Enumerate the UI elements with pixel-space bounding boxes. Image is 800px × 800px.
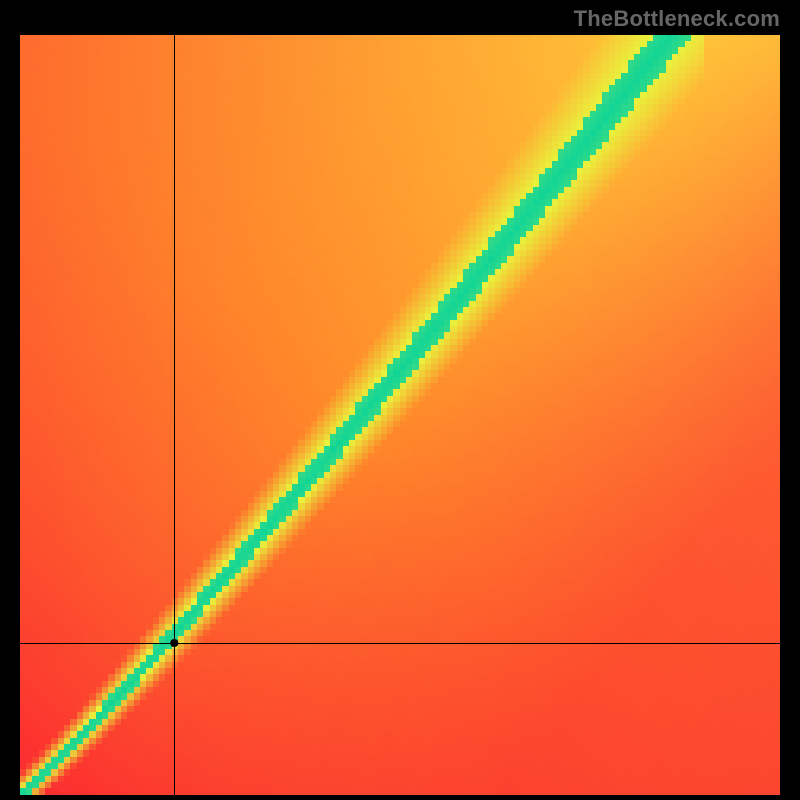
bottleneck-heatmap-canvas [20, 35, 780, 795]
watermark-text: TheBottleneck.com [574, 6, 780, 32]
chart-container: TheBottleneck.com [0, 0, 800, 800]
